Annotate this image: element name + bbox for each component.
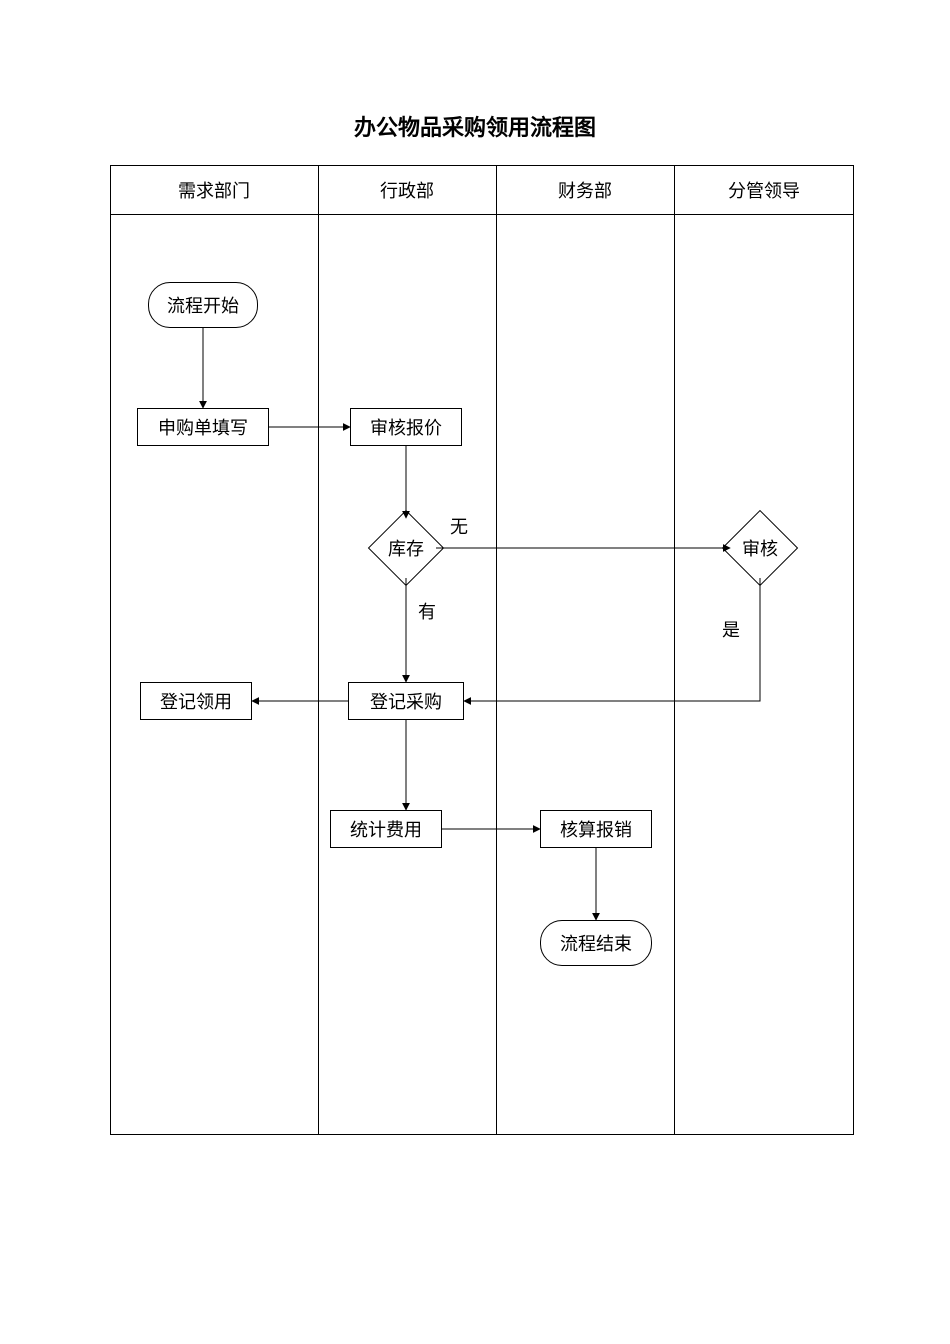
- node-register-use: 登记领用: [140, 682, 252, 720]
- node-reimburse: 核算报销: [540, 810, 652, 848]
- lane-divider-2: [496, 165, 497, 1135]
- node-stats: 统计费用: [330, 810, 442, 848]
- lane-header-leader: 分管领导: [674, 177, 854, 203]
- lane-divider-3: [674, 165, 675, 1135]
- lane-header-admin: 行政部: [318, 177, 496, 203]
- node-review-quote: 审核报价: [350, 408, 462, 446]
- diagram-title: 办公物品采购领用流程图: [0, 110, 950, 142]
- lane-header-demand: 需求部门: [110, 177, 318, 203]
- node-end: 流程结束: [540, 920, 652, 966]
- node-form: 申购单填写: [137, 408, 269, 446]
- page: 办公物品采购领用流程图 需求部门 行政部 财务部 分管领导 流程开始 申购单填写…: [0, 0, 950, 1344]
- lane-header-finance: 财务部: [496, 177, 674, 203]
- header-divider: [111, 214, 853, 215]
- edge-label-no: 无: [450, 513, 468, 539]
- edge-label-yes: 是: [722, 616, 740, 642]
- node-register-buy: 登记采购: [348, 682, 464, 720]
- node-start: 流程开始: [148, 282, 258, 328]
- edge-label-has: 有: [418, 598, 436, 624]
- lane-divider-1: [318, 165, 319, 1135]
